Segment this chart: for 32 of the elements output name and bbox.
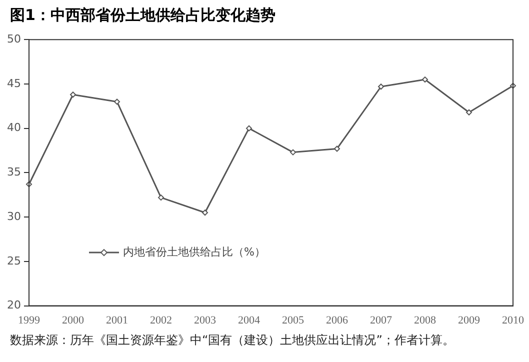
- point: [246, 125, 252, 132]
- x-tick-label: 2002: [150, 314, 172, 326]
- legend-label: 内地省份土地供给占比（%）: [122, 245, 266, 258]
- x-tick-label: 2010: [502, 314, 524, 326]
- point: [422, 76, 428, 83]
- point: [290, 149, 296, 156]
- point: [114, 98, 120, 105]
- x-tick-label: 2001: [106, 314, 128, 326]
- point: [70, 92, 76, 98]
- x-tick-label: 2008: [414, 314, 436, 326]
- point: [466, 109, 472, 116]
- point: [378, 84, 384, 90]
- point: [334, 146, 340, 152]
- x-tick-label: 1999: [18, 314, 40, 326]
- y-tick-label: 40: [6, 121, 21, 134]
- y-tick-label: 45: [6, 76, 21, 90]
- x-tick-label: 2003: [194, 314, 216, 326]
- point: [202, 210, 208, 216]
- x-tick-label: 2007: [370, 314, 392, 326]
- x-tick-label: 2000: [62, 314, 84, 326]
- y-tick-label: 30: [6, 210, 21, 223]
- y-tick-label: 50: [6, 32, 21, 46]
- x-tick-label: 2009: [458, 314, 480, 326]
- y-tick-label: 20: [6, 298, 21, 312]
- point: [158, 194, 164, 201]
- chart-title: 图1：中西部省份土地供给占比变化趋势: [9, 5, 276, 26]
- source-note: 数据来源：历年《国土资源年鉴》中“国有（建设）土地供应出让情况”；作者计算。: [9, 332, 456, 349]
- x-tick-label: 2005: [282, 314, 304, 326]
- y-tick-label: 35: [6, 166, 21, 179]
- x-tick-label: 2004: [238, 314, 260, 326]
- x-tick-label: 2006: [326, 314, 348, 326]
- y-tick-label: 25: [6, 254, 21, 268]
